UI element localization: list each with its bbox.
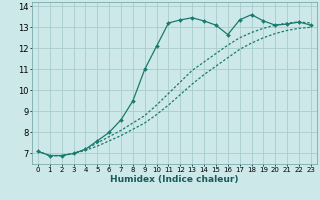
X-axis label: Humidex (Indice chaleur): Humidex (Indice chaleur)	[110, 175, 239, 184]
